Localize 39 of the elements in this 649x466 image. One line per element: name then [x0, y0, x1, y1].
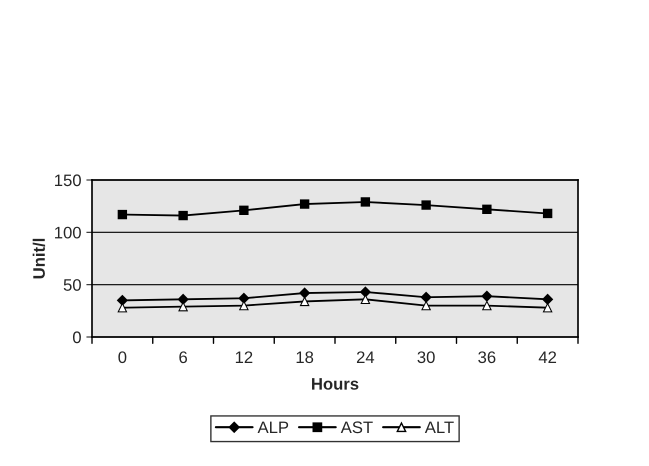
x-tick-label: 42 — [538, 351, 556, 363]
y-axis-title: Unit/l — [32, 238, 46, 278]
legend-label: ALT — [424, 422, 454, 434]
legend-label: ALP — [258, 422, 288, 434]
point — [482, 300, 492, 310]
point — [118, 210, 128, 220]
point — [542, 303, 552, 312]
x-axis-title: Hours — [312, 378, 358, 390]
point — [300, 296, 310, 306]
legend-label: AST — [340, 421, 373, 434]
point — [299, 288, 310, 298]
point — [116, 294, 128, 306]
x-tick-label: 30 — [417, 351, 435, 364]
point — [178, 210, 188, 220]
point — [542, 294, 554, 305]
x-tick-label: 12 — [236, 351, 252, 363]
y-tick-label: 50 — [64, 279, 81, 291]
y-tick-label: 0 — [72, 331, 81, 344]
point — [482, 204, 492, 214]
point — [421, 300, 431, 310]
point — [542, 208, 552, 218]
point — [420, 292, 432, 303]
point — [360, 286, 371, 298]
point — [178, 294, 189, 305]
point — [481, 290, 492, 302]
point — [300, 199, 310, 209]
x-tick-label: 24 — [356, 351, 374, 363]
y-tick-label: 100 — [55, 226, 81, 239]
point — [118, 303, 128, 312]
x-tick-label: 0 — [118, 351, 126, 364]
x-tick-label: 6 — [179, 351, 188, 364]
x-tick-label: 18 — [296, 351, 314, 364]
point — [239, 206, 249, 216]
x-tick-label: 36 — [478, 351, 496, 364]
point — [238, 292, 250, 304]
point — [421, 200, 431, 210]
y-tick-label: 150 — [55, 174, 81, 186]
point — [360, 294, 370, 304]
point — [360, 197, 370, 207]
